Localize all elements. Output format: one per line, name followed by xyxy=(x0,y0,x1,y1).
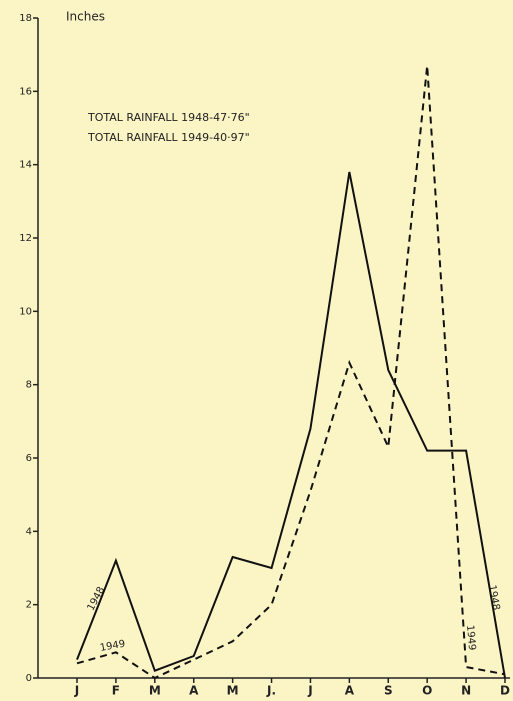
y-tick-label: 12 xyxy=(19,233,32,244)
series-label: 1949 xyxy=(464,625,477,651)
y-tick-label: 0 xyxy=(26,673,32,684)
series-line xyxy=(76,171,506,679)
y-tick-label: 6 xyxy=(26,453,32,464)
y-tick-label: 4 xyxy=(26,526,32,537)
y-tick-label: 10 xyxy=(19,306,32,317)
x-tick-label: J. xyxy=(266,684,276,698)
x-tick-label: A xyxy=(345,684,355,698)
annotation: TOTAL RAINFALL 1948-47·76" xyxy=(87,111,250,124)
x-tick-label: M xyxy=(227,684,239,698)
series-line xyxy=(76,65,506,680)
y-tick-label: 14 xyxy=(19,160,32,171)
x-tick-label: N xyxy=(461,684,471,698)
x-tick-label: D xyxy=(500,684,510,698)
x-tick-label: J xyxy=(74,684,79,698)
x-tick-label: F xyxy=(112,684,120,698)
x-tick-label: A xyxy=(189,684,199,698)
y-tick-label: 8 xyxy=(26,380,32,391)
y-tick-label: 16 xyxy=(19,86,32,97)
y-axis-label: Inches xyxy=(66,10,105,24)
annotation: TOTAL RAINFALL 1949-40·97" xyxy=(87,131,250,144)
x-tick-label: O xyxy=(422,684,432,698)
y-tick-label: 18 xyxy=(19,13,32,24)
x-tick-label: M xyxy=(149,684,161,698)
x-tick-label: S xyxy=(384,684,393,698)
series-label: 1949 xyxy=(99,639,126,654)
y-tick-label: 2 xyxy=(26,600,32,611)
x-tick-label: J xyxy=(307,684,312,698)
